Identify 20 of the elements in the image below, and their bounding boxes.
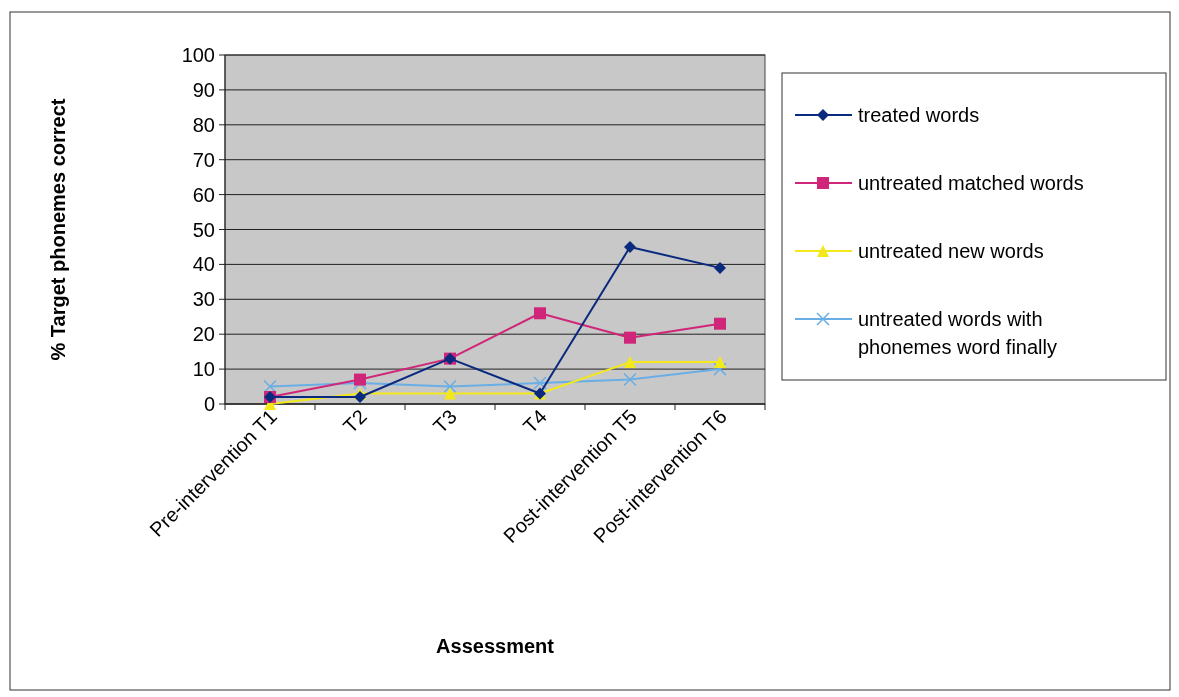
y-tick-label: 20 <box>192 323 215 346</box>
x-tick-label: T3 <box>428 405 461 438</box>
y-tick-label: 50 <box>192 218 215 241</box>
y-tick-label: 60 <box>192 183 215 206</box>
y-tick-label: 70 <box>192 148 215 171</box>
y-tick-label: 10 <box>192 358 215 381</box>
x-axis-title: Assessment <box>436 635 555 657</box>
legend-label: untreated matched words <box>858 172 1084 194</box>
x-tick-label: T2 <box>338 405 371 438</box>
legend-label: treated words <box>858 104 980 126</box>
y-tick-label: 0 <box>203 393 215 415</box>
y-tick-label: 30 <box>192 288 215 311</box>
y-tick-label: 40 <box>192 253 215 276</box>
y-axis-title: % Target phonemes correct <box>47 98 69 361</box>
y-tick-label: 90 <box>192 78 215 101</box>
y-tick-label: 100 <box>181 44 215 66</box>
legend-label: untreated words with phonemes word finally <box>858 308 1057 358</box>
x-tick-label: T4 <box>518 405 551 438</box>
legend-label: untreated new words <box>858 240 1044 262</box>
y-tick-label: 80 <box>192 113 215 136</box>
